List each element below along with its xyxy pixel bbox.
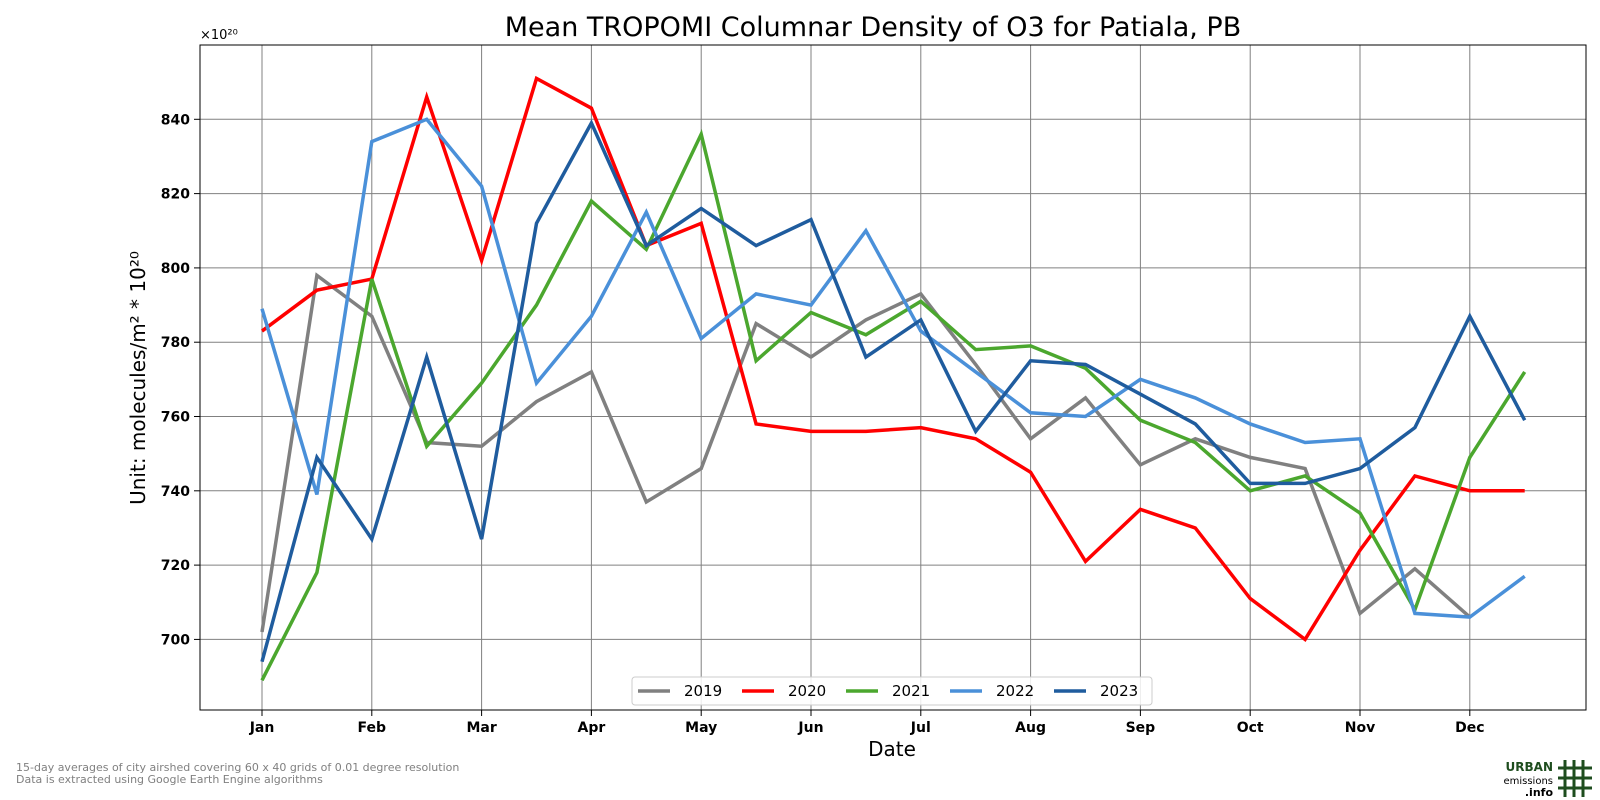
x-tick-label: Jan <box>249 720 275 736</box>
x-tick-label: Apr <box>578 720 606 736</box>
x-tick-label: Dec <box>1455 720 1484 736</box>
grid-mark-icon <box>1558 760 1592 797</box>
y-axis-title: Unit: molecules/m² * 10²⁰ <box>126 251 150 505</box>
x-tick-label: Jul <box>910 720 931 736</box>
y-tick-label: 760 <box>161 410 190 426</box>
series-line-2020 <box>260 75 1525 642</box>
x-axis-title: Date <box>868 737 916 761</box>
series-line-2019 <box>260 272 1471 633</box>
logo-line-2: emissions <box>1503 776 1553 787</box>
legend-label-2020: 2020 <box>788 682 826 700</box>
urban-emissions-logo: URBAN emissions .info <box>1503 760 1592 798</box>
x-tick-label: Nov <box>1345 720 1375 736</box>
y-tick-label: 740 <box>161 484 190 500</box>
series-line-2021 <box>260 128 1527 682</box>
series-layer <box>260 75 1527 682</box>
x-tick-label: Jun <box>797 720 823 736</box>
series-line-2022 <box>260 117 1526 619</box>
legend-label-2023: 2023 <box>1100 682 1138 700</box>
x-tick-label: Aug <box>1015 720 1046 736</box>
legend: 2019 2020 2021 2022 2023 <box>631 676 1153 706</box>
x-tick-label: Feb <box>358 720 387 736</box>
legend-box <box>631 676 1153 706</box>
y-tick-label: 700 <box>161 632 190 648</box>
legend-label-2021: 2021 <box>892 682 930 700</box>
y-tick-label: 840 <box>161 112 190 128</box>
x-tick-label: Oct <box>1237 720 1264 736</box>
plot-frame <box>199 44 1587 711</box>
chart-title: Mean TROPOMI Columnar Density of O3 for … <box>505 12 1241 43</box>
logo-line-3: .info <box>1525 786 1554 798</box>
y-tick-label: 780 <box>161 335 190 351</box>
y-offset-label: ×10²⁰ <box>200 28 238 43</box>
y-tick-label: 720 <box>161 558 190 574</box>
x-tick-label: Sep <box>1126 720 1156 736</box>
series-line-2023 <box>260 119 1527 663</box>
grid <box>200 45 1586 710</box>
y-tick-label: 820 <box>161 187 190 203</box>
logo-line-1: URBAN <box>1506 760 1553 774</box>
legend-label-2019: 2019 <box>684 682 722 700</box>
footnote-line-2: Data is extracted using Google Earth Eng… <box>16 773 323 786</box>
y-tick-label: 800 <box>161 261 190 277</box>
ticks-layer: 700 720 740 760 780 800 820 840 Jan Feb Mar Apr May J… <box>161 112 1485 736</box>
footnote-line-1: 15-day averages of city airshed covering… <box>16 761 460 774</box>
x-tick-label: May <box>685 720 717 736</box>
legend-label-2022: 2022 <box>996 682 1034 700</box>
x-tick-label: Mar <box>466 720 496 736</box>
